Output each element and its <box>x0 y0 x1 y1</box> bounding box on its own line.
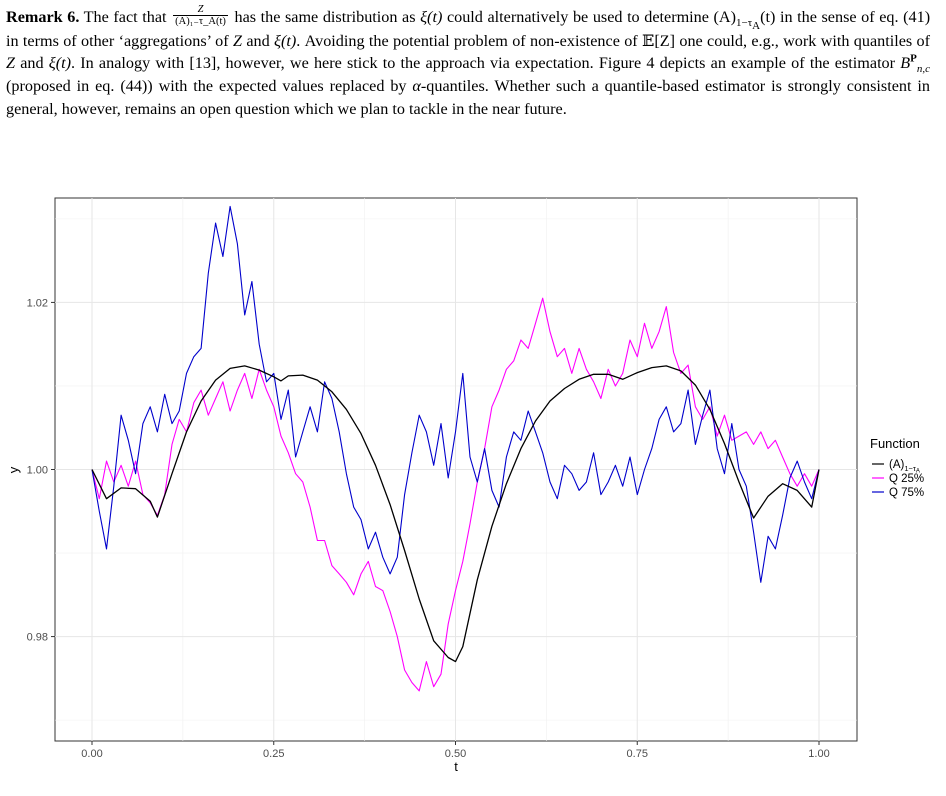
math-xi-t-3: ξ(t) <box>48 54 72 73</box>
remark-text-5: . Avoiding the potential problem of non-… <box>296 31 638 50</box>
x-tick-label: 0.50 <box>445 748 466 760</box>
legend-label: Q 25% <box>889 473 924 485</box>
fraction-z-over-a: Z (A)₁₋τ_A(t) <box>173 4 228 27</box>
x-tick-label: 0.75 <box>627 748 648 760</box>
remark-label: Remark 6. <box>6 8 80 26</box>
math-xi-t-2: ξ(t) <box>274 31 297 50</box>
y-tick-label: 0.98 <box>27 632 48 644</box>
fraction-denominator: (A)₁₋τ_A(t) <box>175 15 226 27</box>
x-tick-label: 0.00 <box>81 748 102 760</box>
x-tick-label: 0.25 <box>263 748 284 760</box>
x-axis: 0.00 0.25 0.50 0.75 1.00 <box>81 741 830 760</box>
math-expectation-z: 𝔼[Z] <box>642 31 676 50</box>
legend-label: Q 75% <box>889 487 924 499</box>
remark-text-1: The fact that <box>83 8 167 26</box>
page-cutoff <box>0 786 946 796</box>
x-tick-label: 1.00 <box>808 748 829 760</box>
math-a-expression: (A)1−τA(t) <box>713 8 776 33</box>
y-tick-label: 1.02 <box>27 297 48 309</box>
math-z-2: Z <box>6 54 16 73</box>
math-alpha: α <box>412 76 421 95</box>
legend-title: Function <box>870 436 920 451</box>
figure-chart: 0.00 0.25 0.50 0.75 1.00 0.98 1.00 1.02 t y Fu… <box>6 197 924 774</box>
remark-text-8: (proposed in eq. (44)) with the expected… <box>6 76 407 95</box>
remark-text-4: in the sense of eq. (41) in terms of oth… <box>6 8 931 50</box>
remark-and: and <box>246 31 270 50</box>
series-line-q-25 <box>91 297 820 692</box>
legend: Function (A)1−τAQ 25%Q 75% <box>870 436 924 499</box>
y-axis: 0.98 1.00 1.02 <box>27 297 55 644</box>
y-axis-title: y <box>6 466 21 473</box>
remark-and-2: and <box>20 54 44 73</box>
math-estimator-b: BPn,c <box>900 52 931 76</box>
remark-text-3: could alternatively be used to determine <box>446 8 709 26</box>
series-line-a-1-a <box>91 365 820 663</box>
fraction-numerator: Z <box>173 4 228 16</box>
remark-text-9: -quantiles. Whether such a quantile-base… <box>6 76 930 118</box>
math-xi-t: ξ(t) <box>420 8 443 26</box>
y-tick-label: 1.00 <box>27 465 48 477</box>
x-axis-title: t <box>454 759 458 774</box>
remark-text-2: has the same distribution as <box>234 8 416 26</box>
remark-paragraph: Remark 6. The fact that Z (A)₁₋τ_A(t) has… <box>6 4 931 120</box>
remark-text-7: . In analogy with [13], however, we here… <box>71 54 896 73</box>
remark-text-6: one could, e.g., work with quantiles of <box>679 31 931 50</box>
series-layer <box>91 205 820 692</box>
series-line-q-75 <box>91 205 820 583</box>
math-z: Z <box>232 31 242 50</box>
